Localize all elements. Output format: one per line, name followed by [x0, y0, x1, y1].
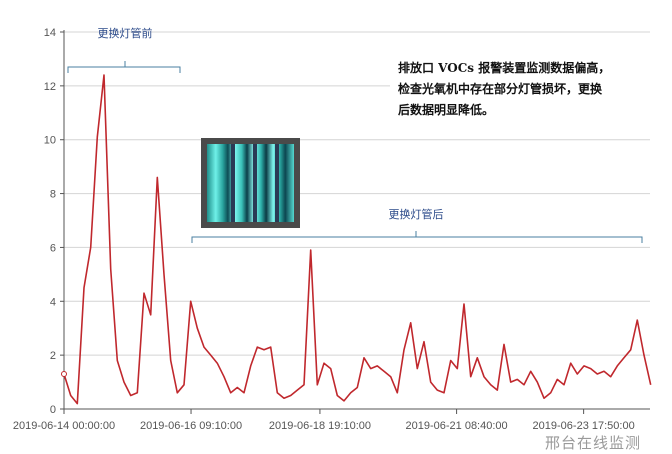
- y-axis-ticks: 0 2 4 6 8 10 12 14: [44, 27, 64, 416]
- before-bracket: 更换灯管前: [67, 26, 181, 73]
- note-line: 排放口 VOCs 报警装置监测数据偏高，: [398, 61, 611, 75]
- note-line: 检查光氧机中存在部分灯管损坏，更换: [398, 82, 603, 96]
- before-bracket-label: 更换灯管前: [98, 26, 153, 40]
- y-tick-label: 6: [50, 242, 56, 254]
- y-tick-label: 8: [50, 189, 56, 201]
- y-tick-label: 10: [44, 135, 56, 147]
- annotation-note: 排放口 VOCs 报警装置监测数据偏高， 检查光氧机中存在部分灯管损坏，更换 后…: [390, 56, 656, 123]
- y-tick-label: 2: [50, 350, 56, 362]
- after-bracket-label: 更换灯管后: [389, 207, 444, 221]
- series-line: [63, 74, 652, 405]
- x-tick-label: 2019-06-18 19:10:00: [269, 420, 371, 432]
- uv-lamp-photo: [201, 138, 300, 228]
- y-tick-label: 12: [44, 81, 56, 93]
- y-tick-label: 0: [50, 404, 56, 416]
- series-start-marker: [61, 370, 67, 377]
- x-tick-label: 2019-06-21 08:40:00: [406, 420, 508, 432]
- x-axis-ticks: 2019-06-14 00:00:00 2019-06-16 09:10:00 20…: [13, 409, 635, 432]
- note-line: 后数据明显降低。: [398, 103, 495, 117]
- y-tick-label: 14: [44, 27, 56, 39]
- x-tick-label: 2019-06-16 09:10:00: [140, 420, 242, 432]
- x-tick-label: 2019-06-14 00:00:00: [13, 420, 115, 432]
- after-bracket: 更换灯管后: [191, 207, 643, 243]
- watermark: 邢台在线监测: [545, 434, 642, 452]
- y-tick-label: 4: [50, 296, 56, 308]
- x-tick-label: 2019-06-23 17:50:00: [533, 420, 635, 432]
